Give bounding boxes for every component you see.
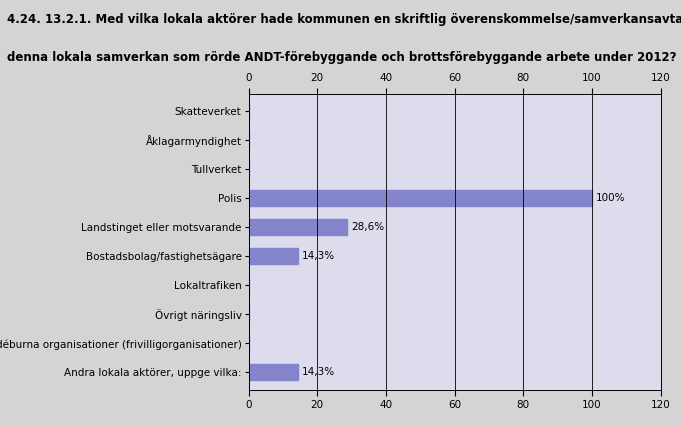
Text: 14,3%: 14,3% <box>302 251 335 261</box>
Text: denna lokala samverkan som rörde ANDT-förebyggande och brottsförebyggande arbete: denna lokala samverkan som rörde ANDT-fö… <box>7 51 676 64</box>
Bar <box>249 190 592 206</box>
Bar <box>249 364 298 380</box>
Text: 28,6%: 28,6% <box>351 222 384 232</box>
Bar <box>249 219 347 235</box>
Text: 4.24. 13.2.1. Med vilka lokala aktörer hade kommunen en skriftlig överenskommels: 4.24. 13.2.1. Med vilka lokala aktörer h… <box>7 13 681 26</box>
Text: 100%: 100% <box>596 193 626 203</box>
Bar <box>249 248 298 264</box>
Text: 14,3%: 14,3% <box>302 367 335 377</box>
